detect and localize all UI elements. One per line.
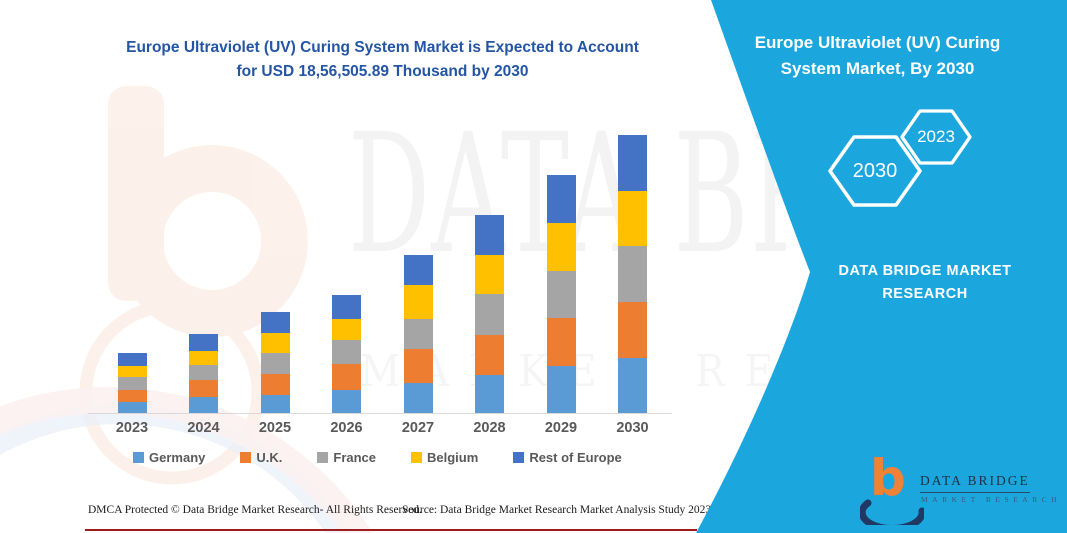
bar-2030 [618,134,647,413]
segment-france-2028 [475,293,504,335]
segment-belgium-2029 [546,223,576,272]
databridge-logo-swoosh-icon [860,499,924,525]
side-panel-title-line2: System Market, By 2030 [780,59,975,79]
segment-belgium-2024 [189,350,218,365]
legend-swatch-icon [133,452,144,463]
panel-brand-text: DATA BRIDGE MARKET RESEARCH [800,260,1050,306]
chart-title-line2: for USD 18,56,505.89 Thousand by 2030 [236,63,529,81]
legend-swatch-icon [240,452,252,463]
databridge-logo-name: DATA BRIDGE [920,473,1030,493]
segment-rest-of-europe-2024 [189,334,218,351]
databridge-logo: b DATA BRIDGE MARKET RESEARCH [860,453,1057,525]
bar-2023 [117,353,147,413]
footer-rule [85,529,697,531]
segment-france-2023 [117,376,147,390]
segment-germany-2027 [403,383,433,413]
segment-belgium-2025 [260,333,290,353]
segment-germany-2030 [618,358,647,413]
segment-belgium-2026 [332,318,361,341]
legend-item-france: France [317,450,376,465]
segment-france-2027 [403,318,433,349]
chart-title-line1: Europe Ultraviolet (UV) Curing System Ma… [126,39,639,56]
legend-swatch-icon [411,452,423,463]
segment-germany-2023 [117,402,147,413]
segment-belgium-2030 [618,190,647,246]
segment-rest-of-europe-2029 [546,175,576,224]
segment-germany-2026 [332,389,361,413]
bars-area [90,130,647,413]
segment-rest-of-europe-2026 [332,295,361,319]
legend-label: Germany [149,450,206,465]
legend-item-u-k: U.K. [240,450,282,465]
x-label-2029: 2029 [544,420,578,436]
panel-brand-line2: RESEARCH [882,286,968,303]
segment-rest-of-europe-2030 [618,134,647,191]
side-panel-title-line1: Europe Ultraviolet (UV) Curing [754,33,1001,52]
bar-2025 [260,312,290,413]
segment-u-k-2024 [189,380,218,397]
segment-u-k-2029 [546,317,576,366]
legend-label: Rest of Europe [529,450,622,465]
segment-france-2029 [546,271,576,318]
segment-u-k-2026 [332,363,361,390]
segment-u-k-2023 [117,389,147,403]
bar-2029 [546,175,576,413]
x-label-2024: 2024 [187,420,220,436]
segment-rest-of-europe-2028 [475,214,504,255]
segment-rest-of-europe-2025 [260,312,290,334]
bar-2028 [475,214,504,413]
segment-rest-of-europe-2023 [117,353,147,366]
x-label-2025: 2025 [258,420,292,436]
x-labels: 2023 2024 2025 2026 2027 2028 2029 2030 [90,420,649,440]
segment-germany-2029 [546,365,576,413]
segment-germany-2025 [260,395,290,413]
legend-item-rest-of-europe: Rest of Europe [513,450,622,465]
legend-label: U.K. [256,450,283,465]
segment-germany-2024 [189,397,218,413]
segment-germany-2028 [475,374,504,413]
bar-2024 [189,334,218,413]
footer-dmca: DMCA Protected © Data Bridge Market Rese… [88,504,422,516]
segment-belgium-2027 [403,284,433,319]
legend-label: France [333,450,377,465]
segment-france-2026 [332,340,361,364]
segment-u-k-2025 [260,374,290,395]
hexagon-2023-label: 2023 [917,127,955,146]
segment-belgium-2023 [117,365,147,377]
legend-swatch-icon [513,452,525,463]
x-label-2027: 2027 [401,420,435,436]
chart-title: Europe Ultraviolet (UV) Curing System Ma… [85,36,680,84]
legend-item-germany: Germany [133,450,205,465]
segment-u-k-2028 [475,334,504,375]
legend-item-belgium: Belgium [411,450,478,465]
x-label-2023: 2023 [115,420,149,436]
segment-france-2024 [189,364,218,381]
legend-swatch-icon [317,452,329,463]
x-axis-line [88,413,672,414]
legend: Germany U.K. France Belgium Rest of Europe [133,450,622,465]
segment-u-k-2030 [618,302,647,358]
segment-france-2030 [618,245,647,303]
bar-2027 [403,254,433,413]
side-panel-title: Europe Ultraviolet (UV) Curing System Ma… [730,30,1025,83]
segment-rest-of-europe-2027 [403,254,433,285]
x-label-2030: 2030 [616,420,649,436]
segment-u-k-2027 [403,348,433,383]
bar-2026 [332,295,361,413]
panel-brand-line1: DATA BRIDGE MARKET [838,263,1012,279]
hexagon-2023: 2023 [899,107,973,167]
segment-belgium-2028 [475,254,504,294]
legend-label: Belgium [427,450,479,465]
databridge-logo-subtitle: MARKET RESEARCH [921,495,1062,504]
x-label-2028: 2028 [473,420,506,436]
x-label-2026: 2026 [330,420,363,436]
footer-source: Source: Data Bridge Market Research Mark… [402,504,712,516]
segment-france-2025 [260,353,290,374]
